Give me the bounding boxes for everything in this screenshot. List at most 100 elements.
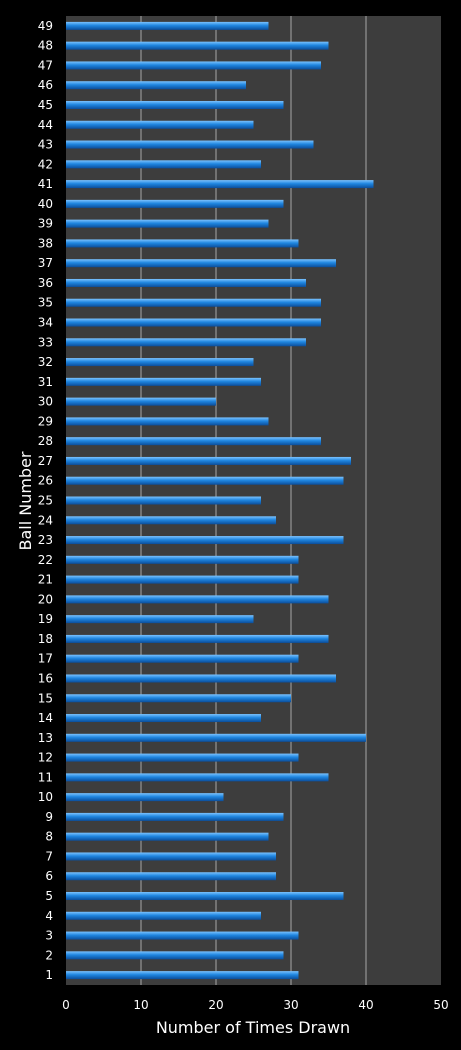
x-tick-label: 50 — [433, 998, 448, 1012]
x-tick-label: 10 — [133, 998, 148, 1012]
bar-ball-30 — [66, 397, 216, 406]
y-tick-label: 18 — [38, 632, 53, 646]
y-tick-label: 4 — [45, 909, 53, 923]
bar-ball-15 — [66, 694, 291, 703]
bar-ball-16 — [66, 674, 336, 683]
bar-ball-18 — [66, 634, 329, 643]
bar-ball-31 — [66, 377, 261, 386]
bar-ball-23 — [66, 536, 344, 545]
bar-ball-24 — [66, 516, 276, 525]
y-tick-label: 48 — [38, 39, 53, 53]
x-tick-label: 20 — [208, 998, 223, 1012]
y-tick-label: 35 — [38, 296, 53, 310]
y-tick-label: 38 — [38, 236, 53, 250]
bar-ball-46 — [66, 81, 246, 90]
y-tick-label: 33 — [38, 335, 53, 349]
bar-ball-36 — [66, 278, 306, 287]
y-tick-label: 9 — [45, 810, 53, 824]
y-tick-label: 28 — [38, 434, 53, 448]
y-tick-label: 44 — [38, 118, 53, 132]
y-axis-ticks: 1234567891011121314151617181920212223242… — [38, 19, 53, 982]
y-tick-label: 1 — [45, 968, 53, 982]
bar-ball-7 — [66, 852, 276, 861]
y-tick-label: 15 — [38, 691, 53, 705]
bar-ball-13 — [66, 733, 366, 742]
x-tick-label: 40 — [358, 998, 373, 1012]
bar-ball-14 — [66, 714, 261, 723]
y-tick-label: 43 — [38, 138, 53, 152]
bar-ball-1 — [66, 971, 299, 980]
bar-ball-29 — [66, 417, 269, 426]
y-tick-label: 8 — [45, 830, 53, 844]
bar-ball-32 — [66, 358, 254, 367]
bar-ball-47 — [66, 61, 321, 70]
y-tick-label: 10 — [38, 790, 53, 804]
bar-ball-28 — [66, 437, 321, 446]
bar-ball-6 — [66, 872, 276, 881]
x-axis-ticks: 0 10 20 30 40 50 — [62, 998, 448, 1012]
bar-ball-17 — [66, 654, 299, 663]
bar-ball-42 — [66, 160, 261, 169]
bar-ball-19 — [66, 615, 254, 624]
bar-ball-41 — [66, 180, 374, 189]
bar-ball-12 — [66, 753, 299, 762]
y-tick-label: 49 — [38, 19, 53, 33]
y-tick-label: 17 — [38, 652, 53, 666]
bar-ball-9 — [66, 812, 284, 821]
y-tick-label: 24 — [38, 513, 53, 527]
bar-ball-3 — [66, 931, 299, 940]
y-tick-label: 14 — [38, 711, 53, 725]
y-tick-label: 20 — [38, 592, 53, 606]
bar-ball-43 — [66, 140, 314, 149]
bar-ball-4 — [66, 911, 261, 920]
y-tick-label: 29 — [38, 414, 53, 428]
y-tick-label: 40 — [38, 197, 53, 211]
y-tick-label: 22 — [38, 553, 53, 567]
y-tick-label: 42 — [38, 157, 53, 171]
y-tick-label: 26 — [38, 474, 53, 488]
y-tick-label: 32 — [38, 355, 53, 369]
y-tick-label: 12 — [38, 751, 53, 765]
x-tick-label: 0 — [62, 998, 70, 1012]
bar-ball-26 — [66, 476, 344, 485]
y-tick-label: 46 — [38, 78, 53, 92]
y-tick-label: 30 — [38, 395, 53, 409]
bar-ball-20 — [66, 595, 329, 604]
y-tick-label: 34 — [38, 316, 53, 330]
bar-ball-38 — [66, 239, 299, 248]
bar-ball-33 — [66, 338, 306, 347]
y-tick-label: 41 — [38, 177, 53, 191]
y-tick-label: 19 — [38, 612, 53, 626]
bar-ball-8 — [66, 832, 269, 841]
y-tick-label: 7 — [45, 849, 53, 863]
y-tick-label: 21 — [38, 573, 53, 587]
y-tick-label: 11 — [38, 770, 53, 784]
bars — [66, 21, 374, 980]
y-axis-title: Ball Number — [16, 451, 35, 550]
y-tick-label: 47 — [38, 58, 53, 72]
y-tick-label: 13 — [38, 731, 53, 745]
bar-ball-2 — [66, 951, 284, 960]
bar-ball-48 — [66, 41, 329, 50]
bar-ball-44 — [66, 120, 254, 129]
bar-ball-21 — [66, 575, 299, 584]
y-tick-label: 3 — [45, 929, 53, 943]
bar-ball-22 — [66, 555, 299, 564]
y-tick-label: 2 — [45, 948, 53, 962]
x-tick-label: 30 — [283, 998, 298, 1012]
bar-ball-40 — [66, 199, 284, 208]
bar-ball-25 — [66, 496, 261, 505]
y-tick-label: 25 — [38, 494, 53, 508]
bar-ball-11 — [66, 773, 329, 782]
bar-ball-5 — [66, 892, 344, 901]
bar-ball-45 — [66, 100, 284, 109]
y-tick-label: 37 — [38, 256, 53, 270]
bar-ball-35 — [66, 298, 321, 307]
y-tick-label: 45 — [38, 98, 53, 112]
y-tick-label: 27 — [38, 454, 53, 468]
x-axis-title: Number of Times Drawn — [156, 1018, 350, 1037]
y-tick-label: 36 — [38, 276, 53, 290]
y-tick-label: 16 — [38, 671, 53, 685]
bar-ball-49 — [66, 21, 269, 30]
